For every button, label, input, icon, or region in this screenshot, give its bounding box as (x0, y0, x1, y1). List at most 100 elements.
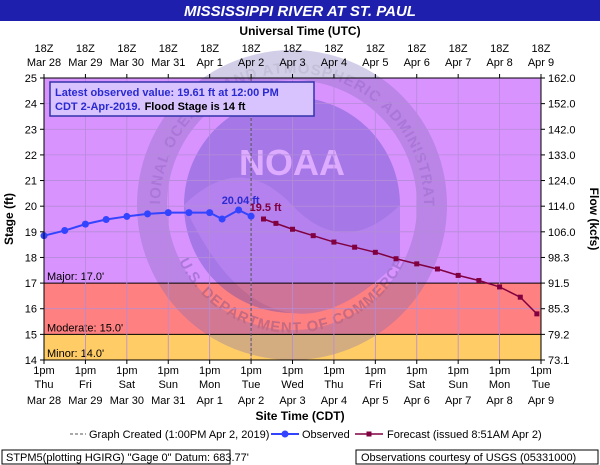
forecast-point (534, 311, 540, 317)
bottom-tick-label: Wed (281, 379, 303, 391)
flow-tick-label: 114.0 (548, 201, 575, 213)
bottom-date-label: Mar 30 (110, 395, 144, 407)
footer-right-box (355, 449, 599, 465)
bottom-tick-label: 1pm (530, 365, 551, 377)
top-tick-label: 18Z (76, 43, 95, 55)
bottom-tick-label: Mon (489, 379, 510, 391)
observed-point (61, 227, 69, 235)
bottom-tick-label: Tue (242, 379, 261, 391)
observed-point (102, 216, 110, 224)
flood-category-label: Minor: 14.0' (47, 348, 104, 360)
forecast-point (273, 220, 279, 226)
bottom-date-label: Apr 6 (404, 395, 430, 407)
observed-point (235, 206, 243, 214)
latest-value-line2: CDT 2-Apr-2019. Flood Stage is 14 ft (55, 101, 246, 113)
legend-observed: Observed (302, 429, 350, 441)
top-tick-label: Apr 8 (486, 57, 512, 69)
forecast-point (434, 266, 440, 272)
forecast-point (497, 284, 503, 290)
legend-graph-created: Graph Created (1:00PM Apr 2, 2019) (89, 429, 269, 441)
y-tick-label: 24 (25, 99, 37, 111)
left-axis-label: Stage (ft) (2, 193, 16, 245)
flow-tick-label: 124.0 (548, 176, 576, 188)
top-tick-label: Mar 28 (27, 57, 61, 69)
noaa-logo-text: NOAA (239, 142, 345, 183)
flow-tick-label: 152.0 (548, 99, 576, 111)
bottom-tick-label: Fri (79, 379, 92, 391)
bottom-tick-label: Sun (158, 379, 178, 391)
top-tick-label: Apr 4 (321, 57, 347, 69)
top-tick-label: Mar 30 (110, 57, 144, 69)
noaa-logo-ring (137, 50, 447, 360)
top-tick-label: Apr 5 (362, 57, 388, 69)
flood-category-label: Major: 17.0' (47, 271, 104, 283)
legend-observed-marker (281, 430, 289, 438)
forecast-point (261, 216, 267, 222)
bottom-tick-label: Thu (35, 379, 54, 391)
top-tick-label: 18Z (117, 43, 136, 55)
footer-left-box (1, 449, 231, 465)
bottom-tick-label: Tue (532, 379, 551, 391)
forecast-point (372, 249, 378, 255)
bottom-date-label: Apr 3 (279, 395, 305, 407)
latest-value-line1: Latest observed value: 19.61 ft at 12:00… (55, 87, 279, 99)
y-tick-label: 21 (25, 176, 37, 188)
flood-stage-text: Flood Stage is 14 ft (145, 101, 246, 113)
top-tick-label: 18Z (200, 43, 219, 55)
bottom-date-label: Apr 1 (197, 395, 223, 407)
forecast-point (331, 239, 337, 245)
y-tick-label: 17 (25, 278, 37, 290)
flow-tick-label: 106.0 (548, 227, 576, 239)
observed-point (218, 215, 226, 223)
top-tick-label: 18Z (159, 43, 178, 55)
latest-value-box: Latest observed value: 19.61 ft at 12:00… (49, 81, 315, 117)
forecast-point (476, 278, 482, 284)
bottom-date-label: Apr 8 (486, 395, 512, 407)
footer-datum: STPM5(plotting HGIRG) "Gage 0" Datum: 68… (6, 452, 249, 464)
bottom-tick-label: Sun (448, 379, 468, 391)
forecast-point (414, 261, 420, 267)
bottom-tick-label: Sat (408, 379, 425, 391)
bottom-tick-label: Mon (199, 379, 220, 391)
bottom-tick-label: 1pm (489, 365, 510, 377)
top-tick-label: 18Z (490, 43, 509, 55)
bottom-tick-label: 1pm (116, 365, 137, 377)
bottom-tick-label: Fri (369, 379, 382, 391)
forecast-point (290, 226, 295, 232)
bottom-date-label: Apr 7 (445, 395, 471, 407)
observed-point (81, 220, 89, 228)
bottom-tick-label: Sat (119, 379, 136, 391)
forecast-point (310, 233, 316, 239)
top-tick-label: 18Z (35, 43, 54, 55)
bottom-tick-label: 1pm (33, 365, 54, 377)
footer-credit: Observations courtesy of USGS (05331000) (361, 452, 576, 464)
top-axis-label: Universal Time (UTC) (239, 24, 360, 38)
top-tick-label: Apr 2 (238, 57, 264, 69)
bottom-date-label: Apr 2 (238, 395, 264, 407)
flow-tick-label: 162.0 (548, 73, 576, 85)
top-tick-label: 18Z (283, 43, 302, 55)
legend-forecast-marker (366, 431, 372, 437)
bottom-tick-label: 1pm (199, 365, 220, 377)
bottom-date-label: Apr 9 (528, 395, 554, 407)
chart-title: MISSISSIPPI RIVER AT ST. PAUL (184, 3, 416, 20)
observed-point (247, 212, 255, 220)
bottom-tick-label: 1pm (240, 365, 261, 377)
flow-tick-label: 142.0 (548, 124, 576, 136)
y-tick-label: 22 (25, 150, 37, 162)
forecast-point (393, 256, 399, 262)
top-tick-label: Apr 3 (279, 57, 305, 69)
observed-point (185, 209, 193, 217)
flow-tick-label: 133.0 (548, 150, 576, 162)
y-tick-label: 25 (25, 73, 37, 85)
top-tick-label: 18Z (407, 43, 426, 55)
noaa-logo-disc (184, 97, 400, 313)
y-tick-label: 18 (25, 252, 37, 264)
bottom-tick-label: 1pm (323, 365, 344, 377)
top-tick-label: 18Z (324, 43, 343, 55)
bottom-tick-label: 1pm (365, 365, 386, 377)
y-tick-label: 16 (25, 304, 37, 316)
right-axis-label: Flow (kcfs) (587, 188, 600, 251)
bottom-date-label: Apr 5 (362, 395, 388, 407)
